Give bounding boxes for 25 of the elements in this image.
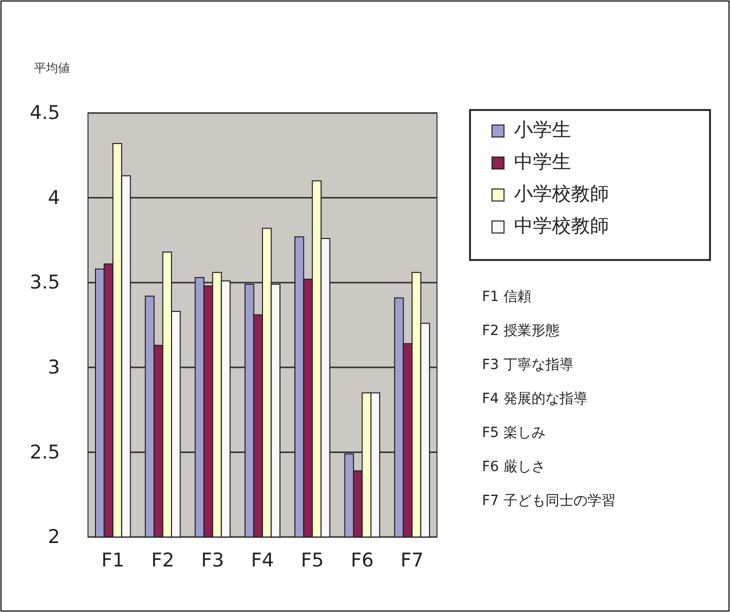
y-tick-label: 3 <box>48 356 60 378</box>
y-tick-label: 2 <box>48 526 60 548</box>
legend-label: 中学生 <box>514 151 571 173</box>
x-tick-label: F7 <box>400 549 424 572</box>
text: F5 楽しみ <box>482 425 546 441</box>
y-tick-label: 2.5 <box>30 441 60 464</box>
text: F2 授業形態 <box>482 323 560 339</box>
text: F7 子ども同士の学習 <box>482 493 616 509</box>
y-tick-label: 4.5 <box>30 102 60 124</box>
x-tick-label: F1 <box>101 549 124 572</box>
x-tick-label: F6 <box>350 549 374 572</box>
x-tick-label: F4 <box>250 549 274 572</box>
legend-label: 小学校教師 <box>514 183 609 205</box>
y-axis-title: 平均値 <box>34 61 70 75</box>
x-tick-label: F5 <box>300 549 324 572</box>
x-tick-label: F2 <box>151 549 174 572</box>
text: F4 発展的な指導 <box>482 391 588 407</box>
legend-label: 中学校教師 <box>514 215 609 237</box>
legend-label: 小学生 <box>514 119 571 141</box>
x-tick-label: F3 <box>201 549 224 572</box>
text: F6 厳しさ <box>482 459 546 475</box>
y-tick-label: 3.5 <box>30 272 60 294</box>
y-tick-label: 4 <box>48 186 60 209</box>
text: F3 丁寧な指導 <box>482 357 574 373</box>
text: F1 信頼 <box>482 289 532 305</box>
